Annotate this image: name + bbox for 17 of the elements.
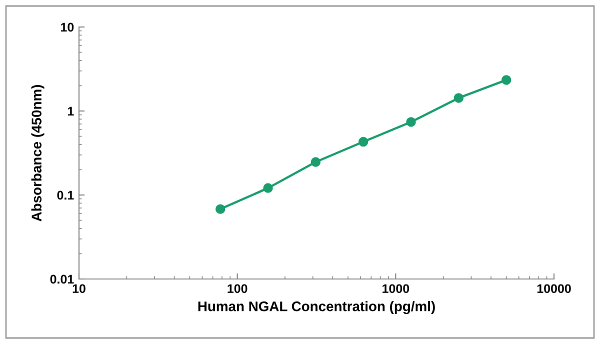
y-axis-title: Absorbance (450nm) xyxy=(31,84,44,222)
y-tick-label: 0.1 xyxy=(57,190,74,200)
point xyxy=(454,93,464,103)
x-axis-title: Human NGAL Concentration (pg/ml) xyxy=(198,301,435,314)
y-tick-label: 0.01 xyxy=(50,274,74,284)
y-tick-label: 10 xyxy=(61,22,74,32)
y-tick-label: 1 xyxy=(68,106,74,116)
point xyxy=(358,136,368,147)
x-tick-label: 10 xyxy=(72,284,86,294)
point xyxy=(263,183,273,193)
x-tick-label: 10000 xyxy=(537,284,571,294)
point xyxy=(310,157,321,167)
point xyxy=(406,117,416,127)
x-tick-label: 1000 xyxy=(382,284,410,294)
point xyxy=(215,204,226,214)
point xyxy=(501,75,512,85)
x-tick-label: 100 xyxy=(228,284,248,294)
